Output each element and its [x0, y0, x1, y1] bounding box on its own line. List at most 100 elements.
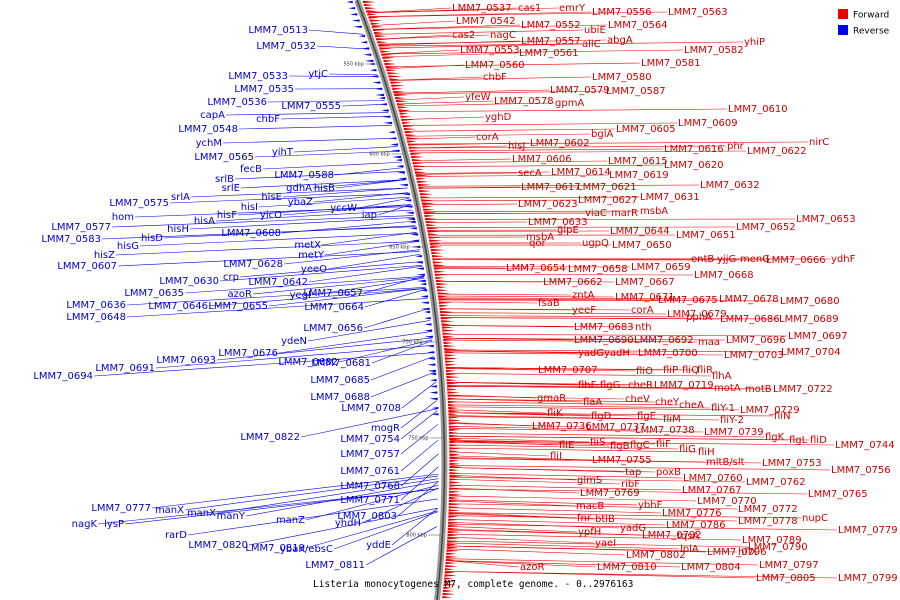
forward-gene-label: fliQ — [682, 365, 699, 376]
forward-gene-label: ribF — [621, 479, 640, 490]
reverse-gene-label: yccW — [330, 203, 357, 214]
forward-gene-arrow — [449, 481, 461, 484]
label-connector — [439, 301, 538, 304]
label-connector — [435, 274, 694, 276]
forward-gene-label: poxB — [656, 467, 681, 478]
forward-gene-arrow — [407, 140, 417, 143]
forward-gene-label: LMM7_0796 — [707, 547, 767, 558]
label-connector — [450, 487, 580, 494]
forward-gene-arrow — [429, 242, 441, 245]
forward-gene-arrow — [421, 202, 436, 205]
forward-gene-label: fliH — [698, 447, 715, 458]
forward-gene-label: tqsA — [677, 531, 699, 542]
label-connector — [400, 424, 438, 455]
reverse-gene-label: LMM7_0607 — [57, 261, 117, 272]
legend-reverse-label: Reverse — [853, 27, 890, 37]
label-connector — [382, 49, 684, 55]
reverse-gene-label: mogR — [371, 423, 400, 434]
label-connector — [448, 529, 677, 537]
forward-gene-arrow — [438, 298, 450, 301]
forward-gene-label: fliN — [774, 411, 791, 422]
forward-gene-label: LMM7_0658 — [568, 264, 628, 275]
reverse-gene-label: LMM7_0682 — [278, 357, 338, 368]
label-connector — [445, 350, 638, 354]
label-connector — [449, 416, 720, 421]
forward-gene-label: macB — [576, 501, 604, 512]
forward-gene-arrow — [447, 394, 462, 397]
forward-gene-label: LMM7_0703 — [724, 350, 784, 361]
forward-gene-arrow — [415, 174, 429, 177]
reverse-gene-label: LMM7_0803 — [337, 511, 397, 522]
reverse-gene-label: hisH — [167, 224, 189, 235]
forward-gene-label: LMM7_0772 — [738, 504, 798, 515]
reverse-gene-arrow — [350, 13, 358, 16]
reverse-gene-label: LMM7_0583 — [41, 234, 101, 245]
forward-gene-label: flgL — [789, 435, 808, 446]
forward-gene-label: LMM7_0579 — [550, 85, 610, 96]
reverse-gene-label: hisZ — [94, 250, 115, 261]
forward-gene-arrow — [448, 509, 461, 512]
forward-gene-arrow — [446, 382, 459, 385]
label-connector — [447, 545, 738, 553]
label-connector — [449, 503, 738, 510]
forward-gene-arrow — [442, 332, 453, 335]
forward-gene-label: secA — [518, 168, 542, 179]
forward-gene-arrow — [442, 335, 455, 338]
forward-gene-arrow — [446, 549, 461, 552]
label-connector — [396, 96, 465, 101]
forward-gene-label: LMM7_0666 — [766, 255, 826, 266]
forward-gene-label: LMM7_0683 — [574, 322, 634, 333]
forward-gene-arrow — [409, 149, 420, 152]
reverse-gene-label: metY — [298, 250, 325, 261]
forward-gene-arrow — [449, 444, 461, 447]
forward-gene-arrow — [377, 41, 388, 44]
forward-gene-arrow — [449, 468, 460, 472]
label-connector — [117, 251, 421, 267]
forward-gene-arrow — [426, 227, 439, 230]
reverse-gene-label: LMM7_0655 — [208, 301, 268, 312]
forward-gene-arrow — [428, 236, 441, 239]
reverse-gene-label: LMM7_0577 — [51, 222, 111, 233]
label-connector — [324, 241, 419, 256]
gene-arrows — [346, 0, 463, 599]
label-connector — [449, 513, 595, 520]
forward-gene-label: LMM7_0615 — [608, 156, 668, 167]
label-connector — [448, 398, 655, 403]
forward-gene-arrow — [365, 7, 377, 10]
label-connector — [443, 333, 788, 337]
label-connector — [394, 90, 606, 95]
label-connector — [308, 29, 364, 35]
reverse-gene-label: LMM7_0757 — [340, 449, 400, 460]
label-connector — [163, 225, 416, 239]
label-connector — [300, 408, 438, 438]
label-connector — [419, 184, 700, 187]
forward-gene-label: LMM7_0581 — [641, 58, 701, 69]
forward-gene-label: LMM7_0614 — [551, 167, 611, 178]
label-connector — [449, 404, 711, 409]
reverse-gene-label: LMM7_0575 — [109, 198, 169, 209]
label-connector — [378, 39, 607, 45]
forward-gene-label: yadG — [620, 523, 646, 534]
reverse-gene-label: LMM7_0694 — [33, 371, 93, 382]
forward-gene-arrow — [382, 56, 397, 59]
forward-gene-arrow — [443, 586, 453, 590]
label-connector — [439, 298, 658, 301]
forward-gene-label: LMM7_0805 — [756, 573, 816, 584]
forward-gene-arrow — [425, 220, 440, 224]
reverse-gene-label: LMM7_0754 — [340, 434, 400, 445]
label-connector — [373, 24, 608, 30]
reverse-gene-arrow — [411, 239, 420, 242]
reverse-gene-label: hisI — [241, 202, 258, 213]
forward-gene-label: corA — [631, 305, 654, 316]
forward-gene-label: fliG — [679, 444, 696, 455]
reverse-gene-arrow — [424, 323, 432, 326]
forward-gene-arrow — [372, 28, 387, 32]
reverse-gene-label: LMM7_0691 — [95, 363, 155, 374]
reverse-gene-label: LMM7_0656 — [303, 323, 363, 334]
label-connector — [400, 466, 439, 501]
forward-gene-arrow — [446, 543, 458, 546]
label-connector — [377, 204, 412, 216]
label-connector — [450, 458, 762, 464]
reverse-gene-arrow — [353, 25, 362, 28]
forward-gene-arrow — [419, 193, 434, 196]
